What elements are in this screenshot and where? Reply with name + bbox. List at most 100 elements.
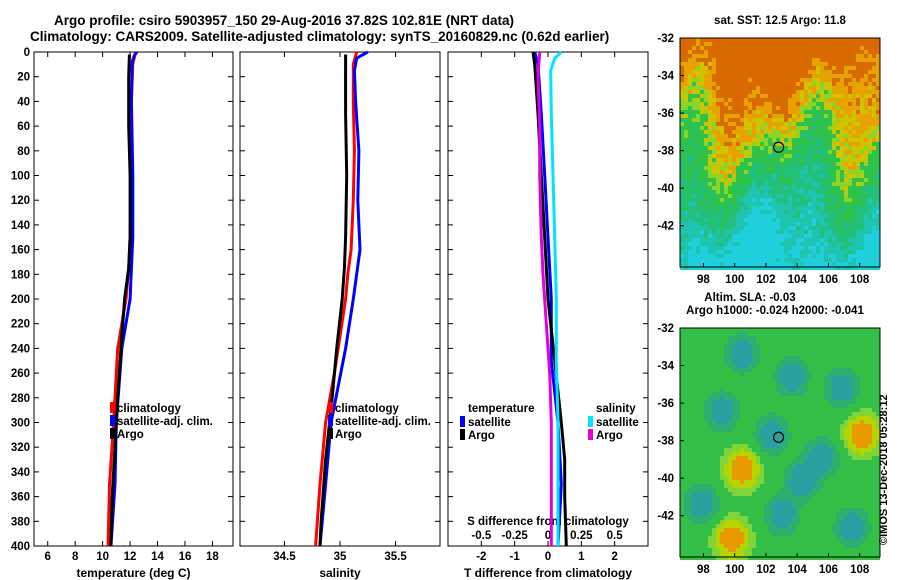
map-cell — [756, 376, 760, 380]
legend-label: Argo — [596, 430, 623, 442]
y-tick-label: 40 — [17, 96, 30, 108]
map-cell — [816, 62, 820, 66]
map-cell — [756, 186, 760, 190]
map-cell — [764, 82, 768, 86]
map-cell — [872, 352, 876, 356]
map-cell — [684, 360, 688, 364]
map-cell — [704, 384, 708, 388]
map-cell — [796, 166, 800, 170]
map-cell — [696, 388, 700, 392]
map-cell — [744, 258, 748, 262]
map-cell — [756, 222, 760, 226]
map-cell — [680, 258, 684, 262]
map-cell — [820, 416, 824, 420]
map-cell — [768, 122, 772, 126]
map-cell — [772, 198, 776, 202]
map-cell — [764, 412, 768, 416]
map-cell — [876, 328, 880, 332]
map-cell — [840, 428, 844, 432]
map-cell — [860, 190, 864, 194]
map-cell — [684, 440, 688, 444]
map-cell — [796, 106, 800, 110]
map-cell — [808, 154, 812, 158]
map-cell — [872, 102, 876, 106]
map-cell — [688, 250, 692, 254]
map-cell — [800, 436, 804, 440]
map-cell — [844, 384, 848, 388]
map-cell — [776, 38, 780, 42]
map-cell — [724, 348, 728, 352]
map-cell — [868, 58, 872, 62]
map-cell — [740, 126, 744, 130]
map-cell — [812, 110, 816, 114]
map-cell — [836, 368, 840, 372]
map-cell — [800, 170, 804, 174]
map-cell — [808, 90, 812, 94]
map-cell — [700, 352, 704, 356]
map-cell — [808, 384, 812, 388]
map-cell — [692, 408, 696, 412]
map-cell — [828, 352, 832, 356]
map-cell — [700, 428, 704, 432]
map-cell — [856, 396, 860, 400]
map-cell — [696, 150, 700, 154]
map-cell — [812, 218, 816, 222]
map-cell — [792, 436, 796, 440]
map-cell — [744, 234, 748, 238]
map-cell — [856, 388, 860, 392]
map-cell — [828, 134, 832, 138]
map-cell — [760, 460, 764, 464]
map-cell — [784, 186, 788, 190]
map-cell — [800, 38, 804, 42]
map-cell — [804, 432, 808, 436]
map-cell — [752, 138, 756, 142]
map-cell — [820, 336, 824, 340]
map-cell — [784, 452, 788, 456]
map-cell — [824, 262, 828, 266]
map-cell — [760, 258, 764, 262]
map-cell — [800, 416, 804, 420]
map-cell — [712, 246, 716, 250]
map-cell — [740, 214, 744, 218]
map-cell — [772, 134, 776, 138]
map-cell — [780, 456, 784, 460]
map-cell — [680, 106, 684, 110]
map-cell — [772, 102, 776, 106]
map-cell — [840, 102, 844, 106]
map-cell — [684, 344, 688, 348]
map-cell — [740, 424, 744, 428]
map-cell — [744, 50, 748, 54]
map-cell — [836, 38, 840, 42]
map-cell — [696, 138, 700, 142]
map-cell — [876, 368, 880, 372]
map-cell — [816, 468, 820, 472]
map-cell — [732, 154, 736, 158]
map-cell — [816, 82, 820, 86]
map-cell — [756, 54, 760, 58]
map-cell — [772, 460, 776, 464]
map-cell — [708, 344, 712, 348]
map-cell — [756, 50, 760, 54]
map-cell — [728, 154, 732, 158]
map-cell — [788, 258, 792, 262]
map-cell — [780, 376, 784, 380]
map-cell — [792, 250, 796, 254]
map-cell — [736, 150, 740, 154]
map-cell — [728, 114, 732, 118]
map-cell — [868, 86, 872, 90]
map-cell — [812, 448, 816, 452]
map-cell — [688, 78, 692, 82]
map-cell — [780, 62, 784, 66]
map-cell — [768, 218, 772, 222]
map-cell — [740, 266, 744, 270]
map-cell — [816, 448, 820, 452]
map-cell — [740, 388, 744, 392]
map-cell — [876, 242, 880, 246]
map-cell — [780, 242, 784, 246]
map-field — [680, 38, 880, 270]
map-cell — [820, 218, 824, 222]
map-cell — [864, 146, 868, 150]
map-cell — [800, 218, 804, 222]
map-cell — [756, 182, 760, 186]
map-cell — [768, 46, 772, 50]
